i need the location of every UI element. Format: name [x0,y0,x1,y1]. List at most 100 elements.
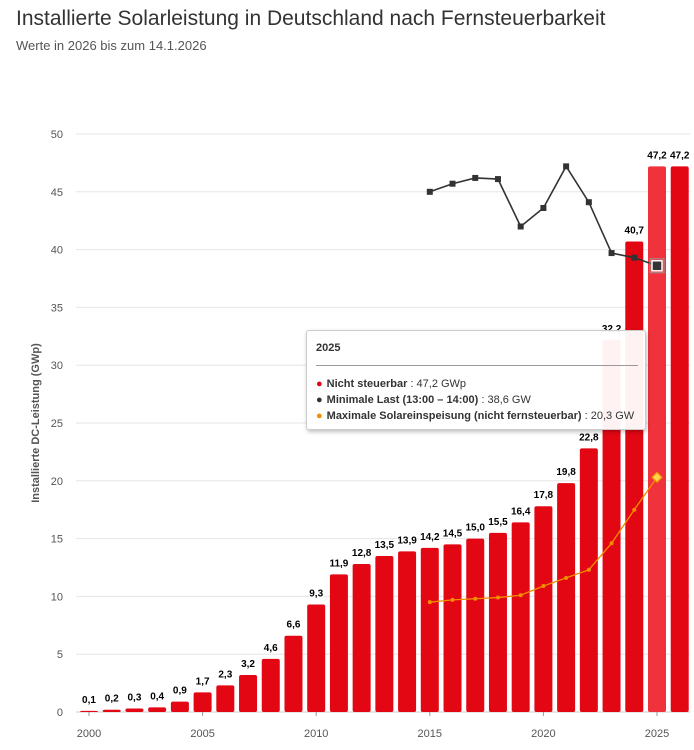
bar-2020[interactable] [534,506,553,712]
series-line-minimale-last[interactable] [429,164,658,267]
point-minimale-last-2022[interactable] [585,199,592,206]
y-tick-label: 10 [51,591,63,603]
bar-2019[interactable] [511,522,530,712]
bar-data-label: 6,6 [287,620,301,631]
tooltip-header: 2025 [316,342,341,354]
y-tick-label: 40 [51,245,63,257]
bar-2012[interactable] [352,564,371,712]
chart-title: Installierte Solarleistung in Deutschlan… [16,7,606,30]
point-maximale-solareinspeisung-2018[interactable] [495,595,500,600]
y-tick-label: 20 [51,476,63,488]
bar-2015[interactable] [420,547,439,712]
bar-data-label: 1,7 [196,676,210,687]
bar-data-label: 15,5 [488,517,508,528]
bar-data-label: 14,5 [443,528,463,539]
point-maximale-solareinspeisung-2021[interactable] [564,575,569,580]
point-minimale-last-2015[interactable] [426,188,433,195]
bar-data-label: 3,2 [241,659,255,670]
point-minimale-last-2021[interactable] [563,163,570,170]
bar-2003[interactable] [148,707,167,712]
tooltip-divider [316,365,638,366]
x-tick-label: 2020 [531,728,555,740]
point-maximale-solareinspeisung-2023[interactable] [609,541,614,546]
bar-2016[interactable] [443,544,462,712]
bar-data-label: 22,8 [579,432,599,443]
bar-2011[interactable] [329,574,348,712]
tooltip-row-nicht-steuerbar: ● Nicht steuerbar : 47,2 GWp [316,378,467,390]
x-tick-label: 2010 [304,728,328,740]
y-tick-label: 45 [51,187,63,199]
bar-2005[interactable] [193,692,212,712]
bar-2000[interactable] [80,710,98,712]
bullet-icon: ● [316,394,323,406]
x-tick-label: 2015 [418,728,442,740]
bar-data-label: 0,3 [127,693,141,704]
bar-data-label: 47,2 [670,150,690,161]
point-minimale-last-2019[interactable] [517,223,524,230]
point-minimale-last-2016[interactable] [449,180,456,187]
bar-2024[interactable] [625,241,644,712]
point-minimale-last-2017[interactable] [472,174,479,181]
y-axis-label: Installierte DC-Leistung (GWp) [30,343,42,503]
bar-2010[interactable] [307,604,326,712]
bar-2018[interactable] [488,532,507,712]
bar-2009[interactable] [284,635,303,712]
y-tick-label: 25 [51,418,63,430]
bar-data-label: 0,1 [82,695,96,706]
bar-data-label: 17,8 [534,490,554,501]
bar-data-label: 13,9 [397,535,417,546]
bar-data-label: 0,4 [150,691,164,702]
point-minimale-last-2018[interactable] [494,176,501,183]
bar-2025[interactable] [648,166,666,713]
point-minimale-last-2025[interactable] [651,260,663,272]
point-maximale-solareinspeisung-2025[interactable] [651,471,663,484]
point-maximale-solareinspeisung-2024[interactable] [632,507,637,512]
point-maximale-solareinspeisung-2019[interactable] [518,593,523,598]
bar-data-label: 0,9 [173,686,187,697]
bar-data-label: 16,4 [511,506,531,517]
bar-2002[interactable] [125,708,144,712]
point-minimale-last-2023[interactable] [608,250,615,257]
bar-data-label: 12,8 [352,548,372,559]
bar-2001[interactable] [102,709,121,712]
point-maximale-solareinspeisung-2016[interactable] [450,597,455,602]
bar-2007[interactable] [239,675,258,712]
bar-2013[interactable] [375,555,394,712]
y-tick-label: 35 [51,302,63,314]
point-maximale-solareinspeisung-2020[interactable] [541,583,546,588]
point-maximale-solareinspeisung-2017[interactable] [473,596,478,601]
point-halo [649,258,665,274]
y-tick-label: 50 [51,129,63,141]
point-minimale-last-2024[interactable] [631,254,638,261]
bar-data-label: 2,3 [218,669,232,680]
tooltip-row-maximale-solareinspeisung: ● Maximale Solareinspeisung (nicht fernst… [316,410,635,422]
bar-data-label: 9,3 [309,588,323,599]
bar-2022[interactable] [579,448,598,712]
bar-2023[interactable] [602,339,621,712]
bar-data-label: 15,0 [466,523,486,534]
bar-2006[interactable] [216,685,235,712]
bar-2017[interactable] [466,538,485,712]
bar-2026[interactable] [670,166,689,713]
bullet-icon: ● [316,378,323,390]
y-tick-label: 0 [57,707,63,719]
bar-data-label: 14,2 [420,532,440,543]
point-maximale-solareinspeisung-2022[interactable] [586,567,591,572]
x-tick-label: 2005 [190,728,214,740]
chart-subtitle: Werte in 2026 bis zum 14.1.2026 [16,38,207,53]
y-tick-label: 15 [51,534,63,546]
bar-data-label: 13,5 [375,540,395,551]
bar-data-label: 40,7 [625,226,645,237]
bar-data-label: 19,8 [556,467,576,478]
bar-data-label: 11,9 [329,558,348,569]
x-tick-label: 2000 [77,728,101,740]
bar-2014[interactable] [398,551,417,712]
point-minimale-last-2020[interactable] [540,204,547,211]
bar-2004[interactable] [170,701,189,712]
point-maximale-solareinspeisung-2015[interactable] [427,600,432,605]
bar-2008[interactable] [261,658,280,712]
bar-2021[interactable] [557,483,576,712]
y-tick-label: 5 [57,649,63,661]
tooltip-row-minimale-last: ● Minimale Last (13:00 – 14:00) : 38,6 GW [316,394,531,406]
